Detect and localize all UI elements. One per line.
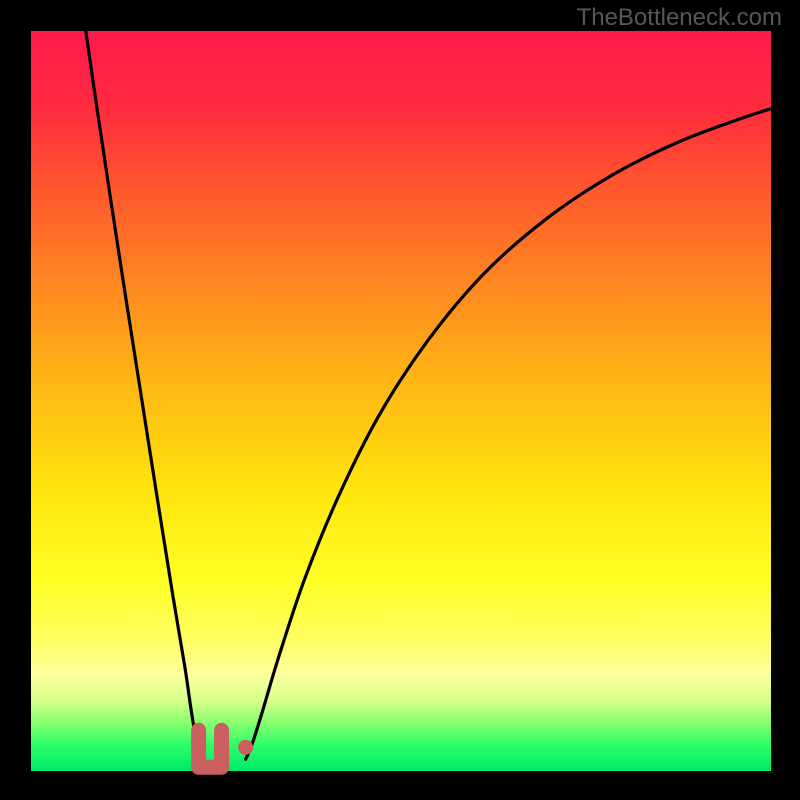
dot-marker — [238, 740, 253, 755]
u-shape-marker — [199, 730, 222, 767]
curve-right-branch — [246, 109, 771, 759]
curve-left-branch — [86, 31, 204, 759]
plot-area — [31, 31, 771, 771]
curve-layer — [31, 31, 771, 771]
bottleneck-figure: TheBottleneck.com — [0, 0, 800, 800]
attribution-label: TheBottleneck.com — [577, 4, 782, 32]
